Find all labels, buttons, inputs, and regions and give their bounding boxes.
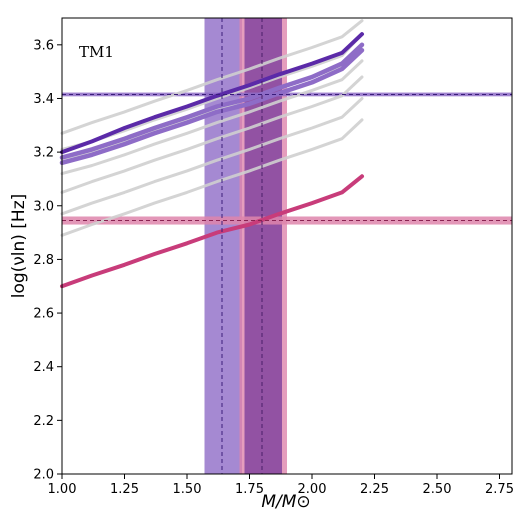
model-annotation: TM1 <box>79 43 114 61</box>
x-tick-label: 1.75 <box>235 482 264 497</box>
tick-layer: 1.00 1.25 1.50 1.75 2.00 2.25 2.50 2.75 2.0 2.2 2.… <box>33 38 514 497</box>
main-series-layer <box>59 32 365 289</box>
gray-series-line <box>60 59 364 176</box>
band-center-layer <box>62 18 512 474</box>
y-tick-label: 3.6 <box>33 38 54 53</box>
y-tick-label: 2.2 <box>33 414 54 429</box>
x-tick-label: 2.25 <box>360 482 389 497</box>
y-tick-label: 2.6 <box>33 307 54 322</box>
y-tick-label: 3.2 <box>33 146 54 161</box>
y-tick-label: 2.4 <box>33 360 54 375</box>
y-tick-label: 3.4 <box>33 92 54 107</box>
gray-series-line <box>60 75 364 194</box>
x-tick-label: 2.00 <box>298 482 327 497</box>
y-tick-label: 3.0 <box>33 199 54 214</box>
x-tick-label: 1.25 <box>110 482 139 497</box>
gray-series-line <box>60 19 364 135</box>
x-tick-label: 2.50 <box>423 482 452 497</box>
series-line <box>60 32 364 155</box>
gray-series-line <box>60 97 364 216</box>
y-tick-label: 2.0 <box>33 468 54 483</box>
x-axis-label: M/M⊙ <box>261 492 310 512</box>
gray-series-line <box>60 118 364 237</box>
vertical-band <box>204 18 242 474</box>
x-tick-label: 1.00 <box>48 482 77 497</box>
y-axis-label: log(νln) [Hz] <box>9 194 29 299</box>
plot-frame <box>61 17 513 475</box>
x-tick-label: 1.50 <box>173 482 202 497</box>
y-tick-label: 2.8 <box>33 253 54 268</box>
series-line <box>59 47 365 166</box>
series-line <box>59 42 365 160</box>
x-tick-label: 2.75 <box>485 482 514 497</box>
series-line <box>60 174 364 289</box>
